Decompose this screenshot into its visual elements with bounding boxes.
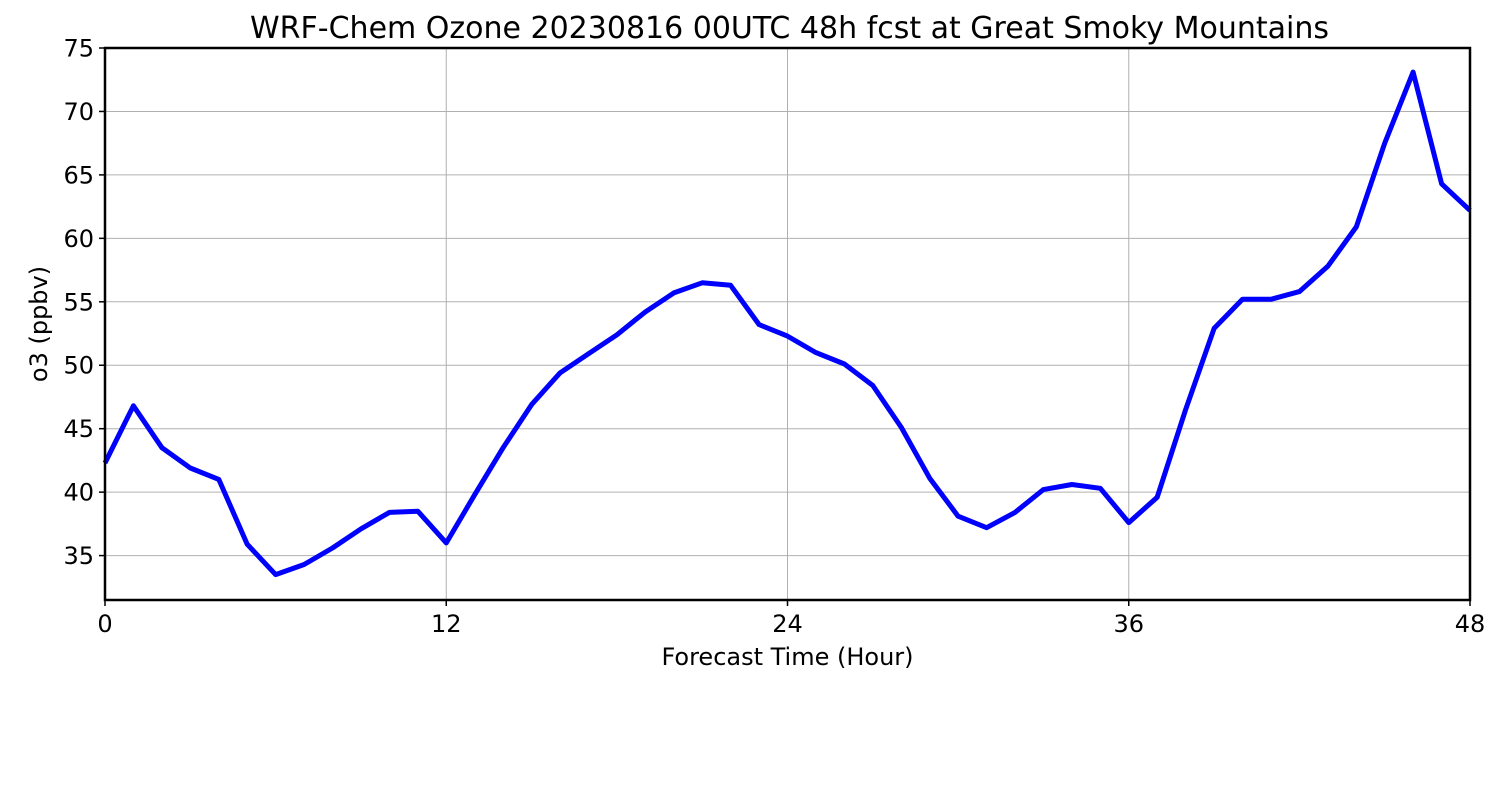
ozone-series-line xyxy=(102,69,1472,578)
y-tick-label: 35 xyxy=(63,542,94,570)
y-tick-label: 45 xyxy=(63,415,94,443)
y-tick-label: 70 xyxy=(63,98,94,126)
chart-title: WRF-Chem Ozone 20230816 00UTC 48h fcst a… xyxy=(250,11,1329,46)
x-tick-label: 24 xyxy=(772,610,803,638)
x-tick-label: 36 xyxy=(1113,610,1144,638)
y-tick-label: 55 xyxy=(63,288,94,316)
y-axis-title: o3 (ppbv) xyxy=(25,266,53,382)
x-axis-title: Forecast Time (Hour) xyxy=(661,643,913,671)
x-tick-label: 48 xyxy=(1455,610,1486,638)
x-tick-label: 12 xyxy=(431,610,462,638)
series-layer xyxy=(102,69,1472,578)
x-tick-label: 0 xyxy=(97,610,112,638)
y-tick-label: 40 xyxy=(63,479,94,507)
y-tick-label: 65 xyxy=(63,161,94,189)
y-tick-label: 60 xyxy=(63,225,94,253)
y-tick-label: 75 xyxy=(63,35,94,63)
tick-layer: 0 12 24 36 48 35 40 45 50 55 60 65 70 75 xyxy=(63,35,1485,639)
y-tick-label: 50 xyxy=(63,352,94,380)
grid-layer xyxy=(104,47,1471,600)
